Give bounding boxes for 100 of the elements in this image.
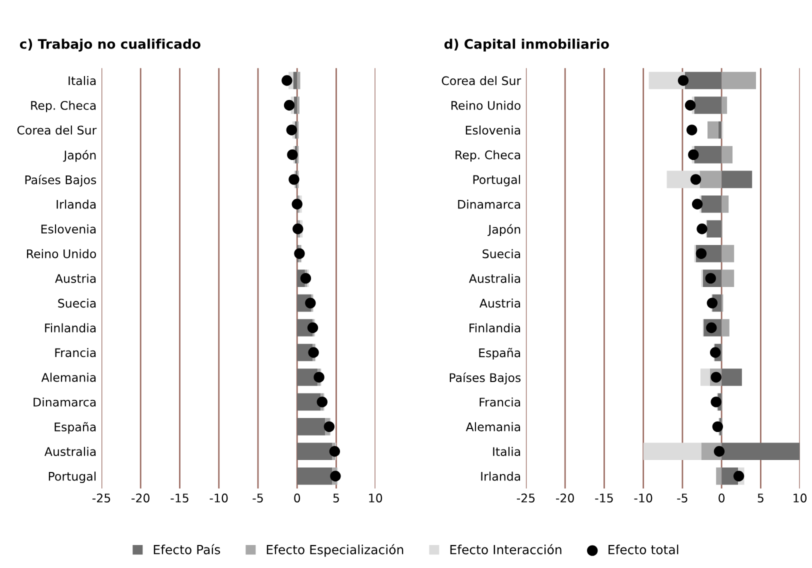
point — [300, 272, 312, 284]
y-tick-label: Finlandia — [45, 323, 96, 332]
point — [690, 174, 702, 185]
y-tick-label: Francia — [55, 348, 96, 358]
bar — [722, 146, 733, 164]
y-tick-label: Eslovenia — [41, 224, 96, 234]
x-tick-label: -10 — [210, 494, 228, 502]
bar — [700, 368, 710, 386]
point — [710, 347, 721, 358]
point — [287, 149, 298, 160]
x-tick-label: 10 — [369, 494, 382, 502]
y-tick-label: Irlanda — [481, 472, 520, 481]
y-tick-label: España — [479, 348, 520, 360]
bar — [722, 170, 752, 188]
x-tick-label: 0 — [294, 494, 300, 502]
bar — [694, 96, 722, 114]
y-tick-label: Rep. Checa — [456, 150, 520, 162]
point — [294, 248, 305, 259]
point — [733, 470, 744, 482]
y-tick-label: Portugal — [473, 174, 520, 186]
bar — [297, 393, 321, 411]
point — [305, 298, 316, 308]
y-tick-label: Australia — [468, 274, 520, 283]
point — [307, 322, 318, 334]
y-tick-label: Dinamarca — [458, 200, 520, 209]
y-tick-label: Francia — [480, 397, 520, 407]
point — [714, 446, 725, 457]
y-tick-label: Reino Unido — [451, 100, 520, 110]
legend-label: Efecto Interacción — [450, 544, 562, 554]
point — [316, 396, 328, 408]
bar — [294, 96, 298, 114]
bar — [684, 72, 722, 90]
point — [678, 75, 689, 86]
bar — [722, 72, 756, 90]
x-tick-label: 0 — [718, 494, 725, 502]
y-tick-label: Italia — [493, 446, 520, 456]
point — [292, 224, 304, 234]
point — [286, 124, 297, 136]
x-tick-label: -20 — [556, 494, 574, 502]
bar — [722, 270, 734, 287]
x-tick-label: -25 — [92, 494, 110, 502]
point — [684, 100, 696, 111]
bar — [297, 368, 318, 386]
x-tick-label: -5 — [252, 494, 263, 502]
y-tick-label: España — [54, 422, 96, 434]
y-tick-label: Países Bajos — [450, 372, 521, 384]
bar — [722, 244, 734, 262]
bar — [722, 195, 729, 213]
legend-label: Efecto País — [154, 544, 220, 554]
y-tick-label: Suecia — [58, 298, 96, 308]
bar — [643, 442, 702, 460]
bar — [722, 442, 800, 460]
y-tick-label: Italia — [68, 76, 96, 86]
bar — [297, 72, 300, 90]
y-tick-label: Australia — [44, 446, 96, 456]
x-tick-label: -20 — [132, 494, 150, 502]
y-tick-label: Finlandia — [470, 323, 520, 332]
bar — [297, 418, 326, 436]
point — [288, 174, 300, 185]
legend-label: Efecto total — [608, 544, 678, 554]
y-tick-label: Países Bajos — [25, 174, 96, 187]
point — [282, 75, 292, 86]
bar — [706, 220, 722, 238]
x-tick-label: 5 — [333, 494, 339, 502]
y-tick-label: Reino Unido — [27, 249, 96, 258]
y-tick-label: Corea del Sur — [442, 76, 522, 86]
y-tick-label: Alemania — [466, 422, 520, 432]
point — [710, 396, 722, 408]
y-tick-label: Japón — [488, 224, 520, 236]
y-tick-label: Suecia — [482, 249, 520, 258]
point — [696, 224, 708, 234]
x-tick-label: -15 — [170, 494, 188, 502]
y-tick-label: Dinamarca — [34, 397, 96, 407]
point — [712, 421, 724, 432]
chart-title: c) Trabajo no cualificado — [20, 38, 200, 52]
x-tick-label: 10 — [794, 494, 807, 502]
legend-label: Efecto Especialización — [266, 544, 404, 557]
bar — [716, 467, 722, 485]
point — [284, 100, 295, 111]
bar — [701, 195, 722, 213]
y-tick-label: Portugal — [48, 472, 96, 484]
bar — [297, 442, 332, 460]
x-tick-label: 5 — [758, 494, 764, 502]
bar — [293, 72, 298, 90]
y-tick-label: Corea del Sur — [17, 125, 97, 135]
point — [688, 149, 699, 160]
y-tick-label: Japón — [63, 150, 96, 162]
bar — [718, 121, 722, 139]
point — [692, 198, 703, 210]
x-tick-label: -10 — [634, 494, 652, 502]
y-tick-label: Rep. Checa — [31, 100, 96, 112]
bar — [297, 467, 332, 485]
point — [292, 198, 302, 210]
y-tick-label: Irlanda — [56, 200, 96, 209]
point — [314, 372, 324, 383]
bar — [700, 170, 722, 188]
bar — [722, 319, 730, 336]
point — [330, 470, 341, 482]
y-tick-label: Austria — [479, 298, 520, 308]
y-tick-label: Alemania — [41, 372, 96, 382]
